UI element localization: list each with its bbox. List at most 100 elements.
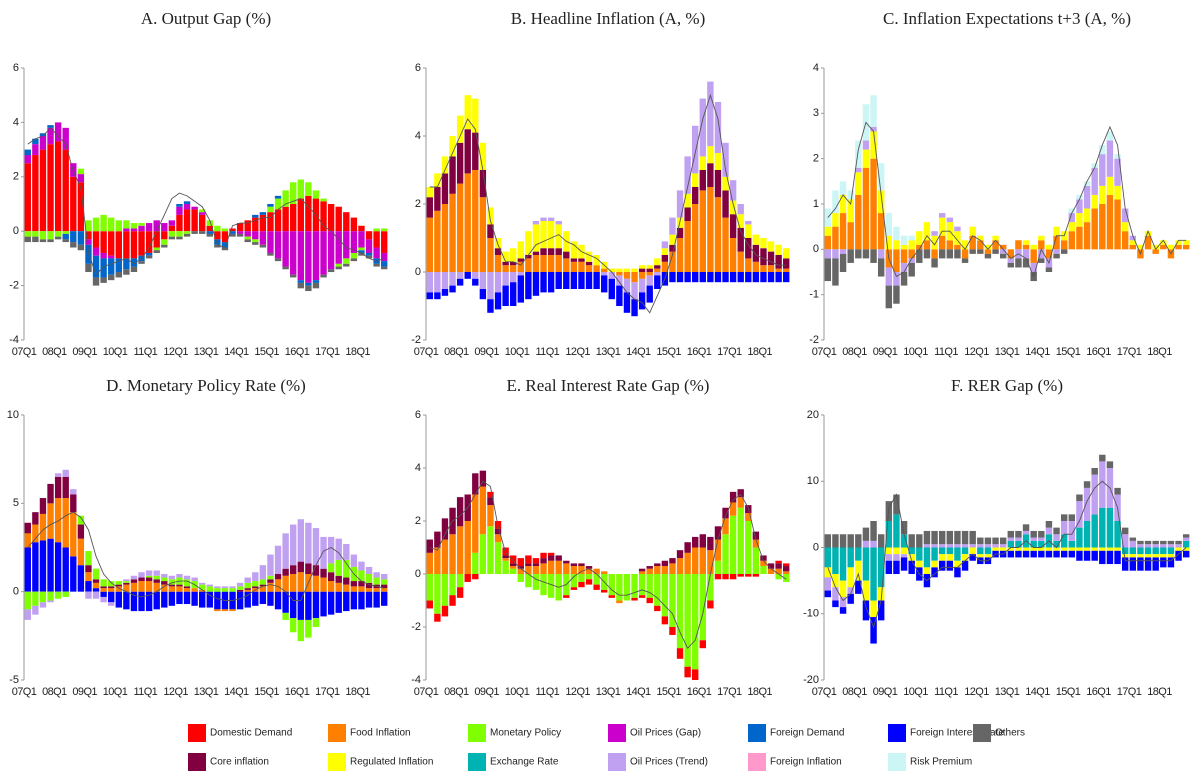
bar-segment xyxy=(449,285,456,293)
bar-segment xyxy=(638,278,646,293)
bar-segment xyxy=(214,225,221,232)
bar-segment xyxy=(1114,185,1121,200)
bar-segment xyxy=(646,272,653,276)
bar-segment xyxy=(729,200,737,215)
bar-segment xyxy=(1106,547,1114,551)
bar-segment xyxy=(862,540,870,548)
x-tick-label: 12Q1 xyxy=(163,346,188,358)
bar-segment xyxy=(623,268,631,272)
x-tick-label: 09Q1 xyxy=(474,686,499,698)
bar-segment xyxy=(1053,540,1060,548)
bar-segment xyxy=(47,125,54,128)
bar-segment xyxy=(70,556,77,592)
bar-segment xyxy=(1076,547,1083,551)
bar-segment xyxy=(1137,540,1144,545)
bar-segment xyxy=(832,226,839,250)
bar-segment xyxy=(885,285,893,309)
bar-segment xyxy=(464,272,471,279)
bar-segment xyxy=(108,602,115,606)
bar-segment xyxy=(434,292,441,300)
bar-segment xyxy=(877,547,885,588)
bar-segment xyxy=(426,187,433,198)
bar-segment xyxy=(992,240,999,250)
bar-segment xyxy=(1045,521,1053,528)
bar-segment xyxy=(616,275,623,286)
bar-segment xyxy=(176,584,183,587)
bar-segment xyxy=(229,228,236,232)
bar-segment xyxy=(229,231,236,234)
bar-segment xyxy=(1068,540,1076,548)
bar-segment xyxy=(381,588,388,592)
bar-segment xyxy=(510,261,517,266)
bar-segment xyxy=(479,470,487,487)
bar-segment xyxy=(145,577,153,582)
bar-segment xyxy=(1106,461,1114,468)
bar-segment xyxy=(1160,244,1167,250)
bar-segment xyxy=(1129,540,1137,548)
bar-segment xyxy=(946,560,954,571)
bar-segment xyxy=(900,521,908,535)
bar-segment xyxy=(745,574,752,577)
x-tick-label: 12Q1 xyxy=(565,346,590,358)
bar-segment xyxy=(70,489,77,495)
bar-segment xyxy=(563,560,570,564)
bar-segment xyxy=(1022,258,1030,268)
bar-segment xyxy=(464,129,471,174)
bar-segment xyxy=(676,550,684,559)
bar-segment xyxy=(699,547,706,574)
bar-segment xyxy=(259,231,267,245)
bar-segment xyxy=(900,534,908,548)
bar-segment xyxy=(692,547,699,574)
bar-segment xyxy=(855,580,862,594)
bar-segment xyxy=(39,591,47,603)
y-tick-label: 2 xyxy=(813,153,819,165)
bar-segment xyxy=(1030,537,1037,541)
bar-segment xyxy=(877,190,885,214)
bar-segment xyxy=(373,263,380,267)
bar-segment xyxy=(832,213,839,227)
bar-segment xyxy=(1083,550,1091,561)
bar-segment xyxy=(244,582,251,589)
bar-segment xyxy=(900,272,908,286)
bar-segment xyxy=(510,568,517,574)
bar-segment xyxy=(47,503,54,539)
bar-segment xyxy=(669,234,676,245)
bar-segment xyxy=(692,574,699,670)
bar-segment xyxy=(434,173,441,187)
bar-segment xyxy=(847,199,854,223)
bar-segment xyxy=(290,231,297,275)
bar-segment xyxy=(350,586,358,592)
bar-segment xyxy=(699,190,706,272)
bar-segment xyxy=(707,574,714,601)
bar-segment xyxy=(540,552,547,559)
bar-segment xyxy=(290,591,297,619)
x-tick-label: 10Q1 xyxy=(103,686,128,698)
bar-segment xyxy=(908,560,915,574)
bar-segment xyxy=(252,217,259,232)
x-tick-label: 09Q1 xyxy=(873,686,898,698)
bar-segment xyxy=(274,209,282,232)
bar-segment xyxy=(870,617,877,644)
bar-segment xyxy=(1015,537,1022,541)
bar-segment xyxy=(638,265,646,269)
bar-segment xyxy=(1030,262,1037,272)
bar-segment xyxy=(631,299,638,317)
bar-segment xyxy=(1167,544,1175,548)
bar-segment xyxy=(176,204,183,207)
bar-segment xyxy=(729,502,737,516)
bar-segment xyxy=(1152,249,1159,254)
bar-segment xyxy=(510,566,517,569)
bar-segment xyxy=(847,547,854,568)
bar-segment xyxy=(206,233,213,237)
bar-segment xyxy=(510,265,517,272)
bar-segment xyxy=(1076,550,1083,561)
bar-segment xyxy=(464,95,471,130)
bar-segment xyxy=(1137,554,1144,558)
bar-segment xyxy=(54,542,62,592)
bar-segment xyxy=(153,591,160,610)
bar-segment xyxy=(312,618,320,627)
bar-segment xyxy=(327,536,335,564)
bar-segment xyxy=(312,528,320,566)
x-tick-label: 09Q1 xyxy=(72,686,97,698)
bar-segment xyxy=(745,238,752,259)
